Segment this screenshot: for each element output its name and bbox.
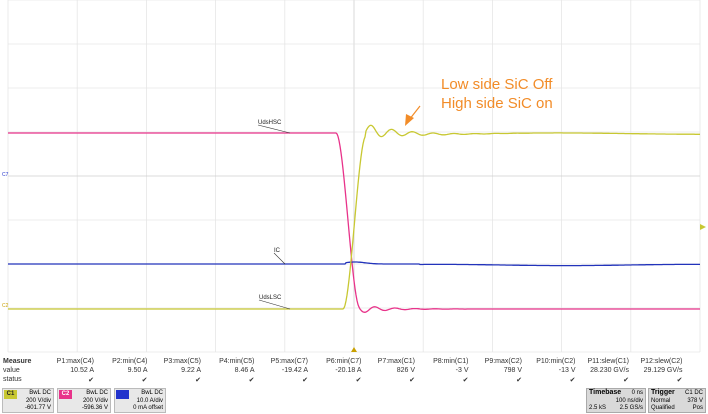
measure-param-value: 9.22 A <box>181 367 201 374</box>
channel-c1-tag: C1 <box>4 390 17 399</box>
channel-c2-box[interactable]: C2 BwL DC 200 V/div -596.36 V <box>57 388 111 413</box>
measure-param-name: P8:min(C1) <box>433 358 469 365</box>
channel-current-tag <box>116 390 129 399</box>
measure-param-name: P5:max(C7) <box>270 358 308 365</box>
ic-label: IC <box>274 248 281 254</box>
uds-lsc-label: UdsLSC <box>259 295 282 301</box>
channel-c2-scale: 200 V/div <box>82 398 108 404</box>
measure-param-name: P11:slew(C1) <box>587 358 630 365</box>
measure-param-name: P4:min(C5) <box>219 358 255 365</box>
measure-status-check: ✔ <box>676 377 683 384</box>
measure-status-check: ✔ <box>409 377 415 384</box>
trigger-source: C1 DC <box>684 390 703 396</box>
trigger-title: Trigger <box>651 389 675 396</box>
uds-lsc-leader <box>258 299 291 310</box>
trigger-time-marker <box>351 347 357 352</box>
trigger-level-marker <box>700 224 706 230</box>
timebase-samples: 2.5 kS <box>589 405 607 411</box>
channel-current-scale: 10.0 A/div <box>136 398 163 404</box>
grid-lines <box>7 0 701 353</box>
channel-c1-offset: -601.77 V <box>24 405 51 411</box>
timebase-title: Timebase <box>589 389 622 396</box>
channel-c2-tag: C2 <box>59 390 72 399</box>
channel-c1-box[interactable]: C1 BwL DC 200 V/div -601.77 V <box>2 388 54 413</box>
measure-status-check: ✔ <box>462 377 469 384</box>
measure-row-label: value <box>3 367 20 374</box>
annotation-line-1: Low side SiC Off <box>441 76 553 93</box>
channel-c1-mode: BwL DC <box>29 390 51 396</box>
c7-marker: C7 <box>2 172 9 178</box>
measure-param-name: P9:max(C2) <box>484 358 522 365</box>
measure-param-value: 798 V <box>503 367 522 374</box>
timebase-scale: 100 ns/div <box>615 398 643 404</box>
measure-row-label: status <box>3 376 22 383</box>
uds-hsc-leader <box>257 124 291 134</box>
measure-param-name: P6:min(C7) <box>326 358 362 365</box>
measure-param-value: -20.18 A <box>335 367 362 374</box>
trace-ic <box>8 261 700 267</box>
timebase-rate: 2.5 GS/s <box>619 405 643 411</box>
measure-param-name: P10:min(C2) <box>536 358 576 365</box>
measure-param-value: -13 V <box>558 367 576 374</box>
measurement-table: Measure value status P1:max(C4) 10.52 A ✔ P2:m… <box>0 356 708 388</box>
measure-param-name: P7:max(C1) <box>377 358 415 365</box>
measure-param-value: 28.230 GV/s <box>590 367 629 374</box>
measure-param-value: -19.42 A <box>281 367 308 374</box>
measure-param-value: 826 V <box>396 367 415 374</box>
measure-param-value: 10.52 A <box>70 367 94 374</box>
measure-status-check: ✔ <box>141 377 148 384</box>
measure-status-check: ✔ <box>302 377 308 384</box>
trace-uds-hsc <box>8 132 700 313</box>
measure-status-check: ✔ <box>516 377 522 384</box>
measure-status-check: ✔ <box>195 377 201 384</box>
measure-status-check: ✔ <box>569 377 576 384</box>
measure-param-value: -3 V <box>455 367 469 374</box>
trigger-slope: Pos <box>692 405 703 411</box>
channel-current-mode: BwL DC <box>141 390 163 396</box>
oscilloscope-graticule: UdsHSC IC UdsLSC C7 C2 Low side SiC Off … <box>2 0 706 353</box>
measure-row-label: Measure <box>3 358 32 365</box>
measure-param-name: P12:slew(C2) <box>640 358 683 365</box>
measure-param-name: P2:min(C4) <box>112 358 148 365</box>
timebase-offset: 0 ns <box>631 390 643 396</box>
measure-param-name: P1:max(C4) <box>56 358 94 365</box>
channel-current-box[interactable]: BwL DC 10.0 A/div 0 mA offset <box>114 388 166 413</box>
timebase-box[interactable]: Timebase 0 ns 100 ns/div 2.5 kS 2.5 GS/s <box>586 388 646 413</box>
trigger-box[interactable]: Trigger C1 DC Normal 378 V Qualified Pos <box>648 388 706 413</box>
trigger-level: 378 V <box>687 398 703 404</box>
annotation-line-2: High side SiC on <box>441 95 553 112</box>
measure-status-check: ✔ <box>355 377 362 384</box>
measure-param-value: 8.46 A <box>234 367 255 374</box>
measure-param-value: 9.50 A <box>127 367 148 374</box>
channel-c2-offset: -596.36 V <box>81 405 108 411</box>
measure-status-check: ✔ <box>248 377 255 384</box>
ic-leader <box>273 252 286 265</box>
channel-c1-scale: 200 V/div <box>25 398 51 404</box>
measure-status-check: ✔ <box>88 377 94 384</box>
c2-marker: C2 <box>2 303 9 309</box>
channel-c2-mode: BwL DC <box>86 390 108 396</box>
trigger-qualifier: Qualified <box>651 405 675 411</box>
measure-param-name: P3:max(C5) <box>163 358 201 365</box>
channel-current-offset: 0 mA offset <box>133 405 163 411</box>
measure-status-check: ✔ <box>623 377 629 384</box>
trigger-mode: Normal <box>651 398 671 404</box>
channel-bar: C1 BwL DC 200 V/div -601.77 V C2 BwL DC … <box>0 388 708 414</box>
uds-hsc-label: UdsHSC <box>258 120 282 126</box>
trace-uds-lsc <box>8 124 700 310</box>
measure-param-value: 29.129 GV/s <box>643 367 683 374</box>
annotation-arrow-head <box>405 114 414 126</box>
